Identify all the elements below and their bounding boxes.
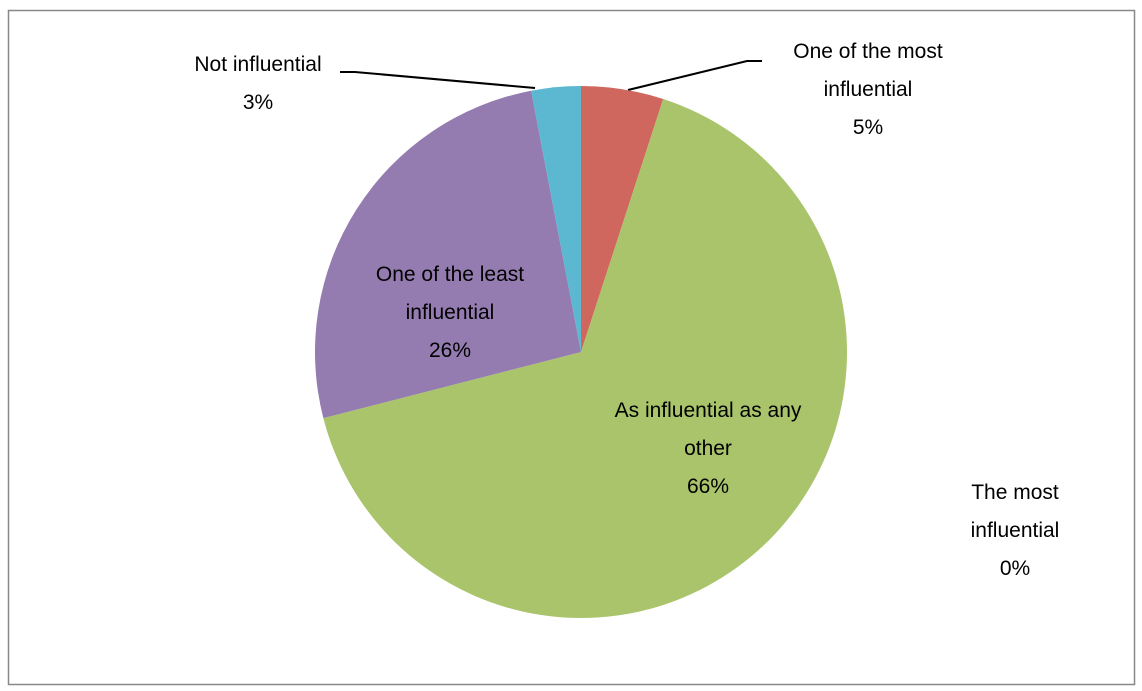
slice-value-label: 3% [242, 91, 274, 114]
pie-slice [581, 86, 664, 352]
leader-line [340, 71, 536, 89]
leader-line [627, 60, 762, 91]
pie-slice [323, 99, 847, 618]
slice-label: One of the least influential [375, 263, 525, 324]
slice-value-label: 5% [852, 116, 884, 139]
slice-label: One of the most influential [793, 40, 943, 101]
slice-value-label: 66% [686, 475, 730, 498]
slice-label: The most influential [970, 481, 1060, 542]
pie-slice [531, 86, 581, 352]
slice-label: As influential as any other [614, 399, 802, 460]
slice-value-label: 26% [428, 339, 472, 362]
pie-slice [314, 90, 581, 419]
slice-label: Not influential [194, 53, 322, 76]
slice-value-label: 0% [999, 557, 1031, 580]
